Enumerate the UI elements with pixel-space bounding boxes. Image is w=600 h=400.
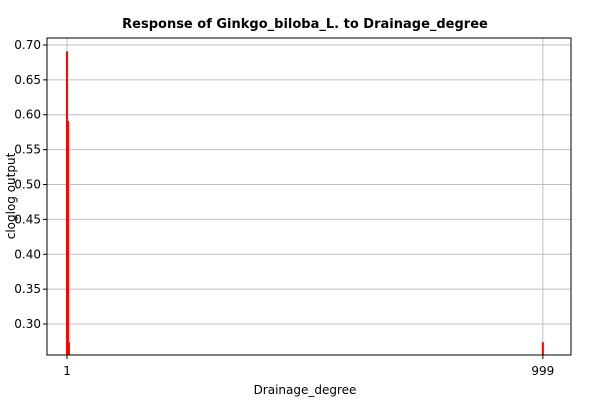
x-axis-label: Drainage_degree — [254, 383, 357, 397]
y-tick-label: 0.40 — [14, 247, 41, 261]
chart-title: Response of Ginkgo_biloba_L. to Drainage… — [122, 17, 488, 32]
x-tick-label: 1 — [63, 364, 71, 378]
x-tick-label: 999 — [531, 364, 554, 378]
bar — [66, 121, 69, 355]
y-tick-label: 0.55 — [14, 143, 41, 157]
bar — [541, 342, 544, 355]
y-axis-label: cloglog output — [4, 152, 18, 239]
y-tick-label: 0.45 — [14, 212, 41, 226]
bar — [67, 342, 70, 355]
y-tick-label: 0.60 — [14, 108, 41, 122]
y-tick-label: 0.65 — [14, 73, 41, 87]
plot-frame — [46, 37, 572, 356]
y-tick-label: 0.35 — [14, 282, 41, 296]
y-tick-label: 0.70 — [14, 38, 41, 52]
y-tick-label: 0.30 — [14, 317, 41, 331]
y-tick-label: 0.50 — [14, 178, 41, 192]
